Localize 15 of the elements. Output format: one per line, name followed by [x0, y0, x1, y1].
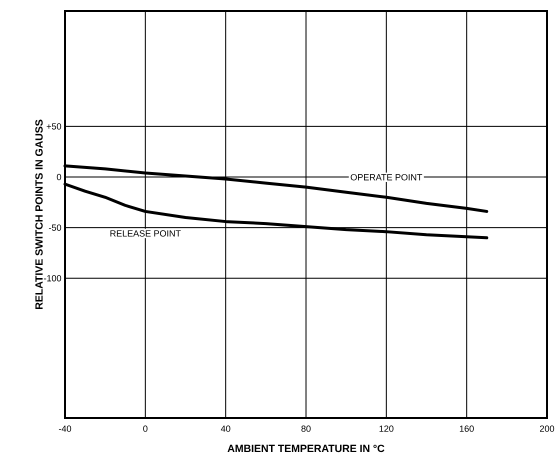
- x-tick-label: 0: [143, 426, 148, 432]
- y-tick-label: -100: [44, 275, 62, 282]
- x-tick-label: 160: [460, 426, 474, 432]
- y-tick-label: +50: [46, 123, 62, 130]
- y-tick-label: -50: [48, 224, 62, 231]
- series-label: OPERATE POINT: [350, 174, 422, 180]
- x-tick-label: 80: [301, 426, 311, 432]
- x-tick-label: 120: [380, 426, 394, 432]
- y-tick-label: 0: [56, 174, 62, 180]
- x-tick-label: 200: [540, 426, 554, 432]
- x-axis-title: AMBIENT TEMPERATURE IN °C: [228, 444, 384, 452]
- y-axis-title: RELATIVE SWITCH POINTS IN GAUSS: [35, 120, 43, 309]
- series-label: RELEASE POINT: [110, 230, 181, 237]
- x-tick-label: -40: [58, 426, 72, 432]
- x-tick-label: 40: [220, 426, 230, 432]
